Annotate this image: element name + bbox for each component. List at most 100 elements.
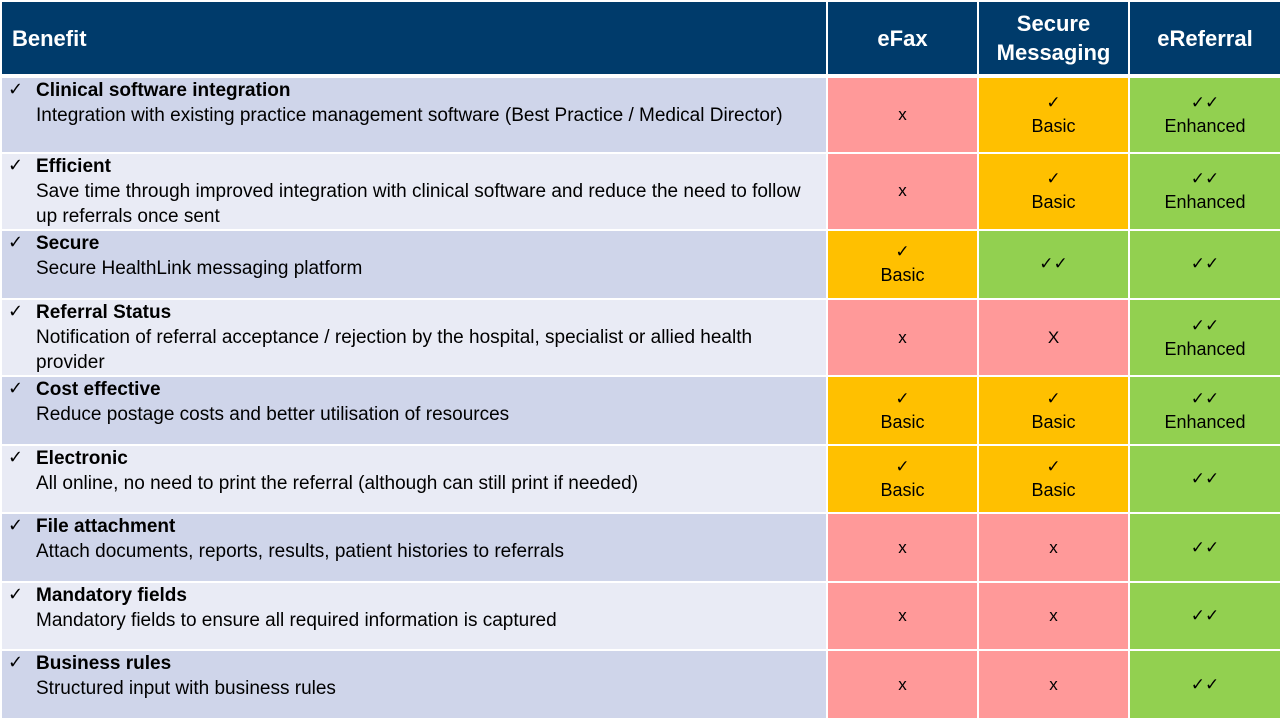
table-row: ✓ Cost effective Reduce postage costs an… [0,375,1280,446]
table-row: ✓ Mandatory fields Mandatory fields to e… [0,580,1280,652]
table-row: ✓ File attachment Attach documents, repo… [0,512,1280,583]
cross-icon: x [898,537,907,557]
header-row: Benefit eFax Secure Messaging eReferral [0,0,1280,78]
cross-icon: X [1047,327,1060,347]
level-label: Basic [880,480,925,501]
checkmark-icon: ✓ [8,154,24,175]
checkmark-icon: ✓ [895,388,910,408]
cross-icon: x [1049,606,1058,626]
efax-cell: x [826,580,979,652]
checkmark-icon: ✓ [895,457,910,477]
cross-icon: x [898,104,907,124]
benefit-description: Save time through improved integration w… [36,180,801,227]
benefit-description: Structured input with business rules [36,678,336,700]
secure-messaging-cell: X [977,297,1130,378]
double-checkmark-icon: ✓✓ [1190,674,1220,694]
double-checkmark-icon: ✓✓ [1190,254,1220,274]
checkmark-icon: ✓ [8,446,24,467]
cross-icon: x [898,327,907,347]
benefit-description: All online, no need to print the referra… [36,472,639,494]
secure-messaging-cell: x [977,580,1130,652]
checkmark-icon: ✓ [8,515,24,536]
ereferral-cell: ✓✓ [1128,512,1280,583]
benefit-description: Reduce postage costs and better utilisat… [36,404,510,426]
header-secure-messaging-line1: Secure [1016,11,1091,36]
level-label: Basic [1031,411,1076,432]
level-label: Enhanced [1164,338,1246,359]
level-label: Basic [1031,192,1076,213]
ereferral-cell: ✓✓ Enhanced [1128,375,1280,446]
efax-cell: x [826,297,979,378]
table-row: ✓ Secure Secure HealthLink messaging pla… [0,229,1280,300]
benefit-title: Clinical software integration [36,80,291,101]
cross-icon: x [898,181,907,201]
double-checkmark-icon: ✓✓ [1190,469,1220,489]
checkmark-icon: ✓ [8,378,24,399]
benefit-cell: ✓ Business rules Structured input with b… [0,649,828,720]
secure-messaging-cell: ✓ Basic [977,443,1130,515]
checkmark-icon: ✓ [8,300,24,321]
checkmark-icon: ✓ [1046,388,1061,408]
benefit-title: Mandatory fields [36,584,187,606]
level-label: Basic [1031,480,1076,501]
benefit-cell: ✓ Efficient Save time through improved i… [0,151,828,232]
checkmark-icon: ✓ [1046,92,1061,112]
checkmark-icon: ✓ [8,583,24,604]
benefit-description: Attach documents, reports, results, pati… [36,541,565,563]
level-label: Enhanced [1164,411,1246,432]
level-label: Enhanced [1164,192,1246,213]
secure-messaging-cell: ✓ Basic [977,151,1130,232]
secure-messaging-cell: ✓ Basic [977,75,1130,154]
benefit-cell: ✓ Mandatory fields Mandatory fields to e… [0,580,828,652]
ereferral-cell: ✓✓ [1128,229,1280,300]
header-benefit: Benefit [0,0,828,78]
ereferral-cell: ✓✓ [1128,580,1280,652]
checkmark-icon: ✓ [895,242,910,262]
benefit-cell: ✓ Clinical software integration Integrat… [0,75,828,154]
cross-icon: x [898,606,907,626]
level-label: Basic [880,265,925,286]
benefit-cell: ✓ Secure Secure HealthLink messaging pla… [0,229,828,300]
benefit-title: Electronic [36,447,128,469]
efax-cell: x [826,649,979,720]
benefit-title: Referral Status [36,301,172,323]
table-row: ✓ Referral Status Notification of referr… [0,297,1280,378]
efax-cell: ✓ Basic [826,375,979,446]
double-checkmark-icon: ✓✓ [1039,254,1068,274]
table-row: ✓ Business rules Structured input with b… [0,649,1280,720]
double-checkmark-icon: ✓✓ [1190,537,1220,557]
checkmark-icon: ✓ [8,232,24,253]
header-secure-messaging: Secure Messaging [977,0,1130,78]
benefit-description: Mandatory fields to ensure all required … [36,609,557,631]
benefit-cell: ✓ Electronic All online, no need to prin… [0,443,828,515]
cross-icon: x [898,674,907,694]
benefit-cell: ✓ File attachment Attach documents, repo… [0,512,828,583]
cross-icon: x [1049,537,1058,557]
ereferral-cell: ✓✓ Enhanced [1128,151,1280,232]
double-checkmark-icon: ✓✓ [1190,388,1220,408]
checkmark-icon: ✓ [8,652,24,673]
cross-icon: x [1049,674,1058,694]
benefit-title: File attachment [36,516,176,538]
ereferral-cell: ✓✓ Enhanced [1128,75,1280,154]
level-label: Enhanced [1164,115,1246,136]
efax-cell: x [826,75,979,154]
header-efax: eFax [826,0,979,78]
level-label: Basic [880,411,925,432]
checkmark-icon: ✓ [1046,169,1061,189]
benefit-description: Notification of referral acceptance / re… [36,326,753,373]
efax-cell: x [826,151,979,232]
ereferral-cell: ✓✓ Enhanced [1128,297,1280,378]
secure-messaging-cell: ✓ Basic [977,375,1130,446]
secure-messaging-cell: x [977,512,1130,583]
level-label: Basic [1031,115,1076,136]
checkmark-icon: ✓ [1046,457,1061,477]
benefit-title: Business rules [36,653,172,675]
ereferral-cell: ✓✓ [1128,649,1280,720]
double-checkmark-icon: ✓✓ [1190,92,1220,112]
table-row: ✓ Clinical software integration Integrat… [0,75,1280,154]
efax-cell: ✓ Basic [826,443,979,515]
secure-messaging-cell: x [977,649,1130,720]
benefit-title: Secure [36,233,100,255]
